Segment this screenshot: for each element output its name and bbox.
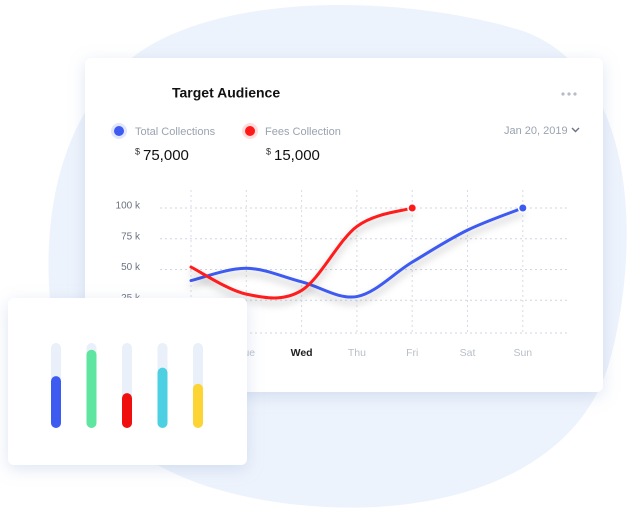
date-picker[interactable]: Jan 20, 2019 [504,125,568,137]
bar [51,376,61,428]
x-tick-label: Sat [460,347,476,359]
amount: 15,000 [274,147,320,164]
line-series [189,206,414,300]
currency: $ [266,146,271,156]
bar [86,349,97,428]
legend-label: Total Collections [135,126,216,138]
x-tick-label: Fri [406,347,418,359]
legend-dot [245,126,255,136]
end-dot [519,204,527,212]
y-tick-label: 50 k [121,262,141,273]
x-tick-label: Sun [513,347,532,359]
bar [122,393,132,428]
bar-chart [51,343,203,428]
currency: $ [135,146,140,156]
x-tick-label: Thu [348,347,366,359]
bar [193,383,203,428]
legend-dot [114,126,124,136]
amount: 75,000 [143,147,189,164]
menu-dots[interactable] [561,92,577,96]
card-title: Target Audience [172,85,280,101]
chevron [571,127,580,133]
x-tick-label: Wed [291,347,313,359]
line-series [189,206,525,299]
y-tick-label: 75 k [121,231,141,242]
legend-label: Fees Collection [265,126,341,138]
y-tick-label: 100 k [116,201,141,212]
bar [157,367,168,428]
end-dot [408,204,416,212]
